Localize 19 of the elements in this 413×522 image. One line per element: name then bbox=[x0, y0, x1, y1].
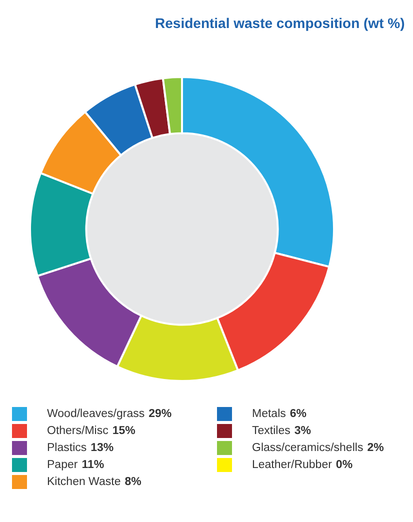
data-label: 8% bbox=[124, 476, 142, 488]
text: 0% bbox=[336, 458, 353, 470]
data-label: 2% bbox=[367, 442, 384, 454]
data-label: 3% bbox=[294, 424, 311, 436]
legend-label: Kitchen Waste bbox=[47, 476, 121, 488]
data-label: 11% bbox=[82, 458, 104, 470]
legend-label: Others/Misc bbox=[47, 424, 108, 436]
legend-label: Plastics bbox=[47, 442, 87, 454]
legend-label: Paper bbox=[47, 458, 78, 470]
legend-label: Leather/Rubber bbox=[252, 458, 332, 470]
data-label: 13% bbox=[90, 442, 114, 454]
data-label: 6% bbox=[290, 408, 306, 420]
data-label: 15% bbox=[112, 424, 136, 436]
legend-label: Textiles bbox=[252, 424, 290, 436]
legend-label: Metals bbox=[252, 408, 286, 420]
legend-label: Glass/ceramics/shells bbox=[252, 442, 364, 454]
data-label: 29% bbox=[148, 408, 172, 420]
legend-label: Wood/leaves/grass bbox=[47, 408, 145, 420]
chart-title: Residential waste composition (wt %) bbox=[155, 14, 405, 31]
